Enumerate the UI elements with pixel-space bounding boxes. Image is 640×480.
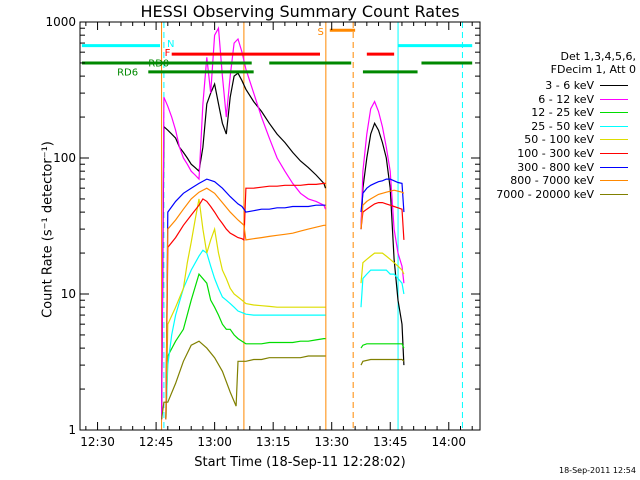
legend-label: 100 - 300 keV <box>517 146 594 160</box>
x-tick-label-6: 14:00 <box>431 435 466 449</box>
legend-label: 7000 - 20000 keV <box>496 187 594 201</box>
chart-title: HESSI Observing Summary Count Rates <box>140 2 460 21</box>
legend-label: 6 - 12 keV <box>538 92 594 106</box>
legend-item: 50 - 100 keV <box>480 133 628 147</box>
legend-swatch <box>600 193 628 195</box>
x-tick-label-2: 13:00 <box>197 435 232 449</box>
legend-item: 12 - 25 keV <box>480 106 628 120</box>
legend-label: 800 - 7000 keV <box>510 174 594 188</box>
legend-swatch <box>600 152 628 154</box>
x-tick-label-3: 13:15 <box>256 435 291 449</box>
legend-label: 300 - 800 keV <box>517 160 594 174</box>
footer-timestamp: 18-Sep-2011 12:54 <box>559 466 636 475</box>
state-label-N: N <box>167 39 174 50</box>
legend-header-line1: Det 1,3,4,5,6, <box>560 50 636 63</box>
series-line-6-12keV <box>161 26 405 420</box>
series-line-100-300keV <box>165 182 405 420</box>
y-axis-label: Count Rate (s⁻¹ detector⁻¹) <box>40 141 56 318</box>
series-line-800-7000keV <box>165 187 405 420</box>
legend-label: 3 - 6 keV <box>545 79 594 92</box>
series-line-3-6keV <box>161 72 405 420</box>
legend-swatch <box>600 85 628 86</box>
x-tick-label-5: 13:45 <box>373 435 408 449</box>
legend-swatch <box>600 98 628 100</box>
legend-swatch <box>600 166 628 168</box>
state-label-RD0: RD0 <box>148 58 169 69</box>
series-line-300-800keV <box>165 178 405 420</box>
legend-label: 50 - 100 keV <box>524 133 594 147</box>
legend-swatch <box>600 139 628 141</box>
state-label-S: S <box>318 27 324 38</box>
state-label-RD6: RD6 <box>117 68 138 79</box>
legend-item: 6 - 12 keV <box>480 93 628 107</box>
x-tick-label-4: 13:30 <box>314 435 349 449</box>
state-label-F: F <box>165 48 171 59</box>
legend-swatch <box>600 112 628 114</box>
legend-item: 7000 - 20000 keV <box>480 188 628 202</box>
y-tick-label-1: 10 <box>61 287 76 301</box>
legend-item: 25 - 50 keV <box>480 120 628 134</box>
legend-item: 800 - 7000 keV <box>480 174 628 188</box>
legend-swatch <box>600 125 628 127</box>
legend-item: 300 - 800 keV <box>480 161 628 175</box>
legend-label: 25 - 50 keV <box>531 119 594 133</box>
legend-swatch <box>600 180 628 182</box>
legend-label: 12 - 25 keV <box>531 106 594 120</box>
plot-frame <box>79 21 481 431</box>
legend-item: 100 - 300 keV <box>480 147 628 161</box>
x-tick-label-1: 12:45 <box>139 435 174 449</box>
series-line-7000-20000keV <box>161 340 405 420</box>
y-tick-label-0: 1 <box>68 423 76 437</box>
y-tick-label-2: 100 <box>53 151 76 165</box>
series-line-25-50keV <box>165 249 405 420</box>
legend: 3 - 6 keV 6 - 12 keV 12 - 25 keV 25 - 50 ke… <box>480 79 628 201</box>
y-tick-label-3: 1000 <box>45 15 76 29</box>
legend-item: 3 - 6 keV <box>480 79 628 93</box>
x-tick-label-0: 12:30 <box>80 435 115 449</box>
x-axis-label: Start Time (18-Sep-11 12:28:02) <box>194 455 406 470</box>
legend-header-line2: FDecim 1, Att 0 <box>550 63 636 76</box>
series-line-12-25keV <box>165 272 405 420</box>
series-line-50-100keV <box>165 198 405 420</box>
